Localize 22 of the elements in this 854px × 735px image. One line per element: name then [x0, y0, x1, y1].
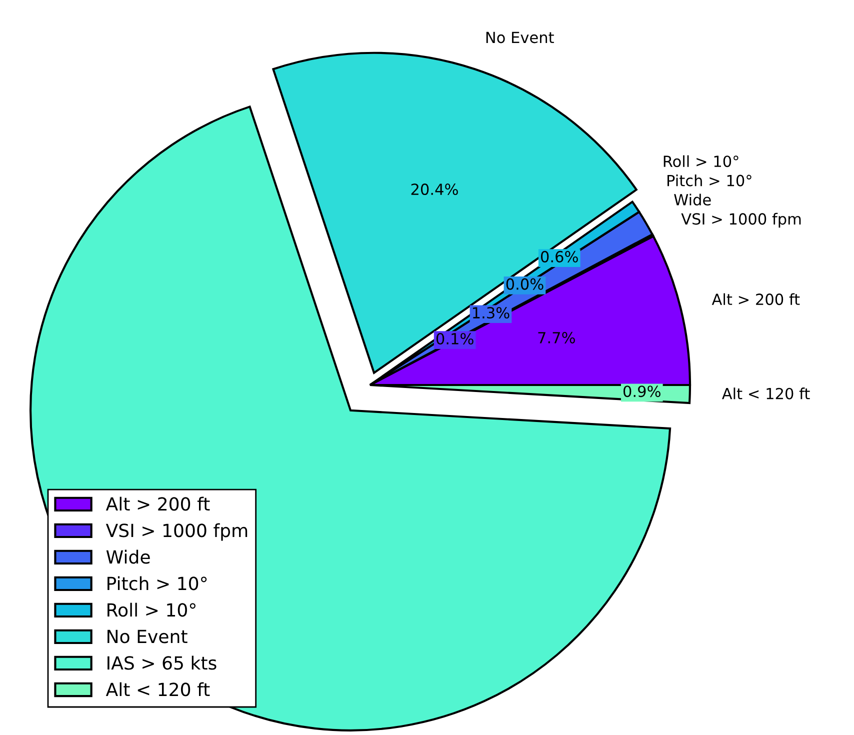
- legend-label: Alt > 200 ft: [106, 496, 210, 511]
- legend-label: No Event: [108, 630, 188, 644]
- data-label: 0.6%: [540, 250, 578, 262]
- legend-label: Pitch > 10°: [108, 576, 207, 590]
- data-label: 20.4%: [411, 184, 458, 196]
- text: 0.0%: [506, 278, 544, 290]
- legend-label: Wide: [106, 550, 150, 564]
- slice-label: Alt < 120 ft: [722, 388, 810, 400]
- legend-label: Roll > 10°: [108, 602, 196, 617]
- data-label: 0.1%: [436, 332, 474, 345]
- category-label: Pitch > 10°: [668, 174, 752, 186]
- legend-label: IAS > 65 kts: [108, 656, 216, 670]
- slice-label: No Event: [486, 32, 554, 44]
- category-label: Wide: [674, 194, 711, 206]
- data-label: 0.9%: [623, 386, 660, 398]
- data-label: 1.3%: [473, 306, 510, 319]
- category-label: Alt > 200 ft: [712, 293, 800, 306]
- legend-label: VSI > 1000 fpm: [106, 523, 248, 541]
- category-label: VSI > 1000 fpm: [681, 212, 801, 228]
- data-label: 7.7%: [538, 332, 575, 344]
- legend-label: Alt < 120 ft: [106, 682, 210, 696]
- category-label: Roll > 10°: [664, 155, 738, 168]
